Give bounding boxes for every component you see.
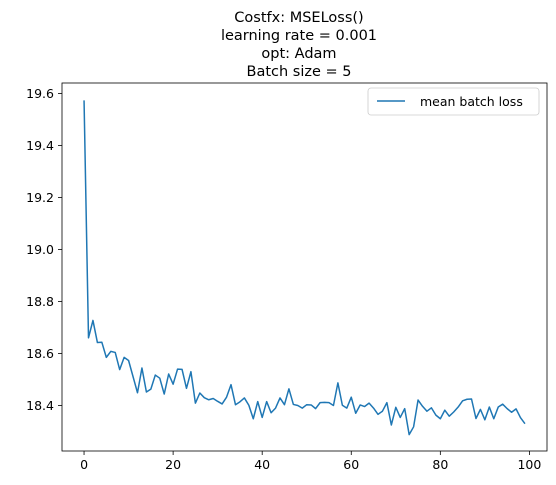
x-tick-label: 60 <box>343 457 359 472</box>
title-line-2: learning rate = 0.001 <box>221 28 377 44</box>
y-tick-label: 19.6 <box>26 86 54 101</box>
y-tick-label: 19.0 <box>26 242 54 257</box>
mean-batch-loss-line <box>83 100 526 436</box>
legend-label: mean batch loss <box>420 94 523 109</box>
plot-frame <box>61 82 548 452</box>
x-tick-label: 80 <box>432 457 448 472</box>
x-axis-ticks: 0 20 40 60 80 100 <box>80 451 541 472</box>
x-tick-label: 0 <box>80 457 88 472</box>
legend: mean batch loss <box>367 87 540 116</box>
y-axis-ticks: 18.4 18.6 18.8 19.0 19.2 19.4 19.6 <box>26 86 62 413</box>
y-tick-label: 18.4 <box>26 398 54 413</box>
x-tick-label: 20 <box>165 457 181 472</box>
y-tick-label: 19.4 <box>26 138 54 153</box>
legend-box <box>367 87 540 116</box>
y-tick-label: 18.8 <box>26 294 54 309</box>
title-line-4: Batch size = 5 <box>247 64 352 80</box>
x-tick-label: 40 <box>254 457 270 472</box>
x-tick-label: 100 <box>517 457 541 472</box>
y-tick-label: 18.6 <box>26 346 54 361</box>
chart-title: Costfx: MSELoss() learning rate = 0.001 … <box>221 10 377 80</box>
title-line-1: Costfx: MSELoss() <box>234 10 363 26</box>
title-line-3: opt: Adam <box>261 46 336 62</box>
y-tick-label: 19.2 <box>26 190 54 205</box>
